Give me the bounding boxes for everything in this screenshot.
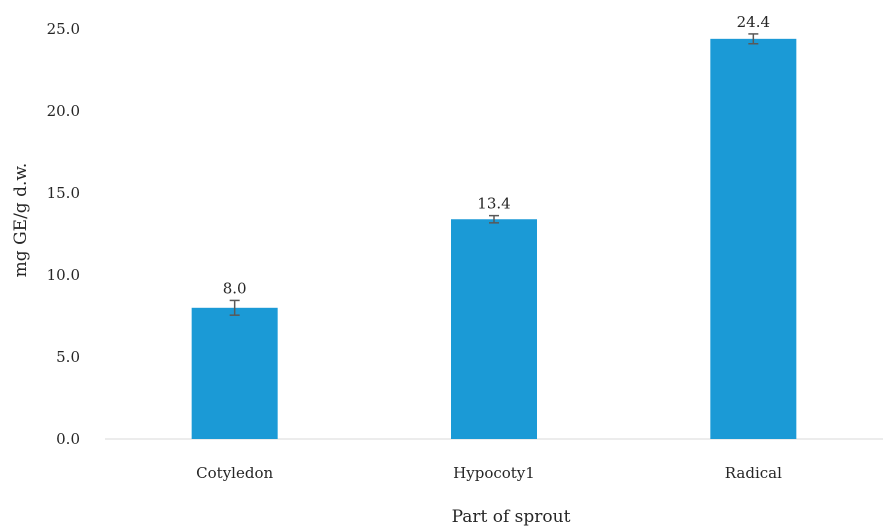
y-axis-title: mg GE/g d.w. <box>11 163 31 278</box>
y-tick-label: 15.0 <box>47 184 80 202</box>
error-bar <box>748 33 759 45</box>
y-tick-label: 20.0 <box>47 102 80 120</box>
error-bar <box>489 214 499 224</box>
x-tick-label: Hypocoty1 <box>453 464 535 482</box>
x-axis-title: Part of sprout <box>452 507 571 527</box>
error-bar <box>229 299 240 316</box>
bar <box>191 307 278 439</box>
x-tick-label: Cotyledon <box>196 464 273 482</box>
bar-value-label: 24.4 <box>737 13 770 31</box>
bar <box>710 38 797 440</box>
bar-value-label: 8.0 <box>223 279 247 297</box>
bar-value-label: 13.4 <box>477 195 510 213</box>
y-axis-ticks: 0.0 5.0 10.0 15.0 20.0 25.0 <box>47 20 80 448</box>
bar <box>451 219 537 439</box>
bars-group: 8.0 13.4 24.4 <box>191 13 797 440</box>
category-labels: Cotyledon Hypocoty1 Radical <box>196 464 782 482</box>
y-tick-label: 0.0 <box>56 430 80 448</box>
y-tick-label: 10.0 <box>47 266 80 284</box>
y-tick-label: 5.0 <box>56 348 80 366</box>
x-tick-label: Radical <box>725 464 782 482</box>
y-tick-label: 25.0 <box>47 20 80 38</box>
